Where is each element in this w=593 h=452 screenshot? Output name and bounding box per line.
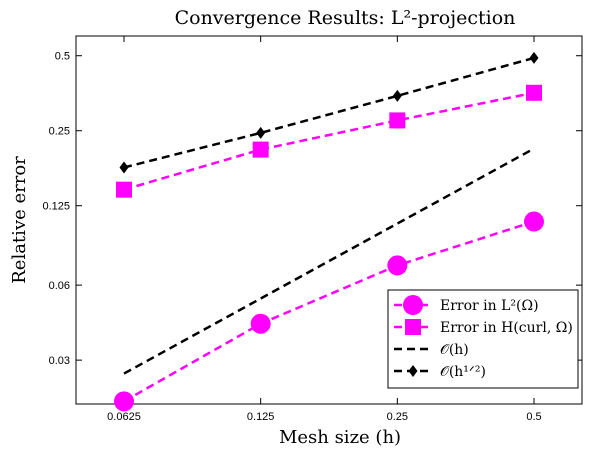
x-axis-label: Mesh size (h) bbox=[279, 427, 401, 448]
legend-label: 𝒪(h) bbox=[440, 342, 469, 358]
data-point bbox=[529, 51, 539, 64]
data-point bbox=[252, 141, 269, 158]
data-point bbox=[387, 255, 408, 276]
x-tick-label: 0.0625 bbox=[107, 411, 141, 423]
data-point bbox=[116, 181, 132, 198]
plot-border bbox=[75, 35, 583, 405]
series-1 bbox=[116, 84, 542, 198]
chart-title: Convergence Results: L²-projection bbox=[175, 7, 516, 29]
x-tick-label: 0.25 bbox=[387, 411, 408, 423]
legend-entry: 𝒪(h¹ᐟ²) bbox=[394, 364, 486, 380]
data-point bbox=[526, 84, 542, 101]
legend-label: Error in H(curl, Ω) bbox=[440, 320, 573, 336]
x-tick-label: 0.5 bbox=[526, 411, 541, 423]
y-tick-label: 0.06 bbox=[49, 280, 70, 292]
data-point bbox=[392, 89, 402, 102]
legend: Error in L²(Ω) Error in H(curl, Ω) 𝒪(h) 𝒪(h… bbox=[387, 289, 579, 389]
legend-entry: Error in L²(Ω) bbox=[394, 295, 539, 315]
data-point bbox=[119, 161, 129, 174]
y-tick-label: 0.25 bbox=[49, 126, 70, 138]
y-tick-label: 0.03 bbox=[49, 355, 70, 367]
legend-label: Error in L²(Ω) bbox=[440, 298, 539, 314]
series-line bbox=[123, 56, 535, 169]
legend-swatch-marker bbox=[408, 365, 418, 377]
data-point bbox=[524, 211, 544, 232]
series-3 bbox=[119, 51, 539, 174]
legend-label: 𝒪(h¹ᐟ²) bbox=[440, 364, 486, 380]
legend-swatch-marker bbox=[405, 319, 421, 335]
y-tick-label: 0.5 bbox=[55, 51, 70, 63]
series-line bbox=[123, 91, 535, 191]
series-line bbox=[123, 220, 535, 403]
legend-entry: Error in H(curl, Ω) bbox=[394, 319, 573, 336]
y-axis-label: Relative error bbox=[9, 156, 30, 284]
x-tick-label: 0.125 bbox=[247, 411, 275, 423]
data-point bbox=[256, 126, 266, 139]
series-layer bbox=[114, 51, 544, 412]
data-point bbox=[250, 313, 271, 334]
axis-ticks: 0.0625 0.125 0.25 0.5 0.03 0.06 0.125 0.25 0.5 bbox=[42, 36, 582, 423]
legend-entry: 𝒪(h) bbox=[394, 342, 469, 358]
series-0 bbox=[114, 211, 544, 412]
plot-area bbox=[75, 35, 583, 405]
y-tick-label: 0.125 bbox=[42, 201, 70, 213]
data-point bbox=[114, 391, 134, 412]
data-point bbox=[389, 112, 406, 129]
legend-swatch-marker bbox=[403, 295, 423, 315]
